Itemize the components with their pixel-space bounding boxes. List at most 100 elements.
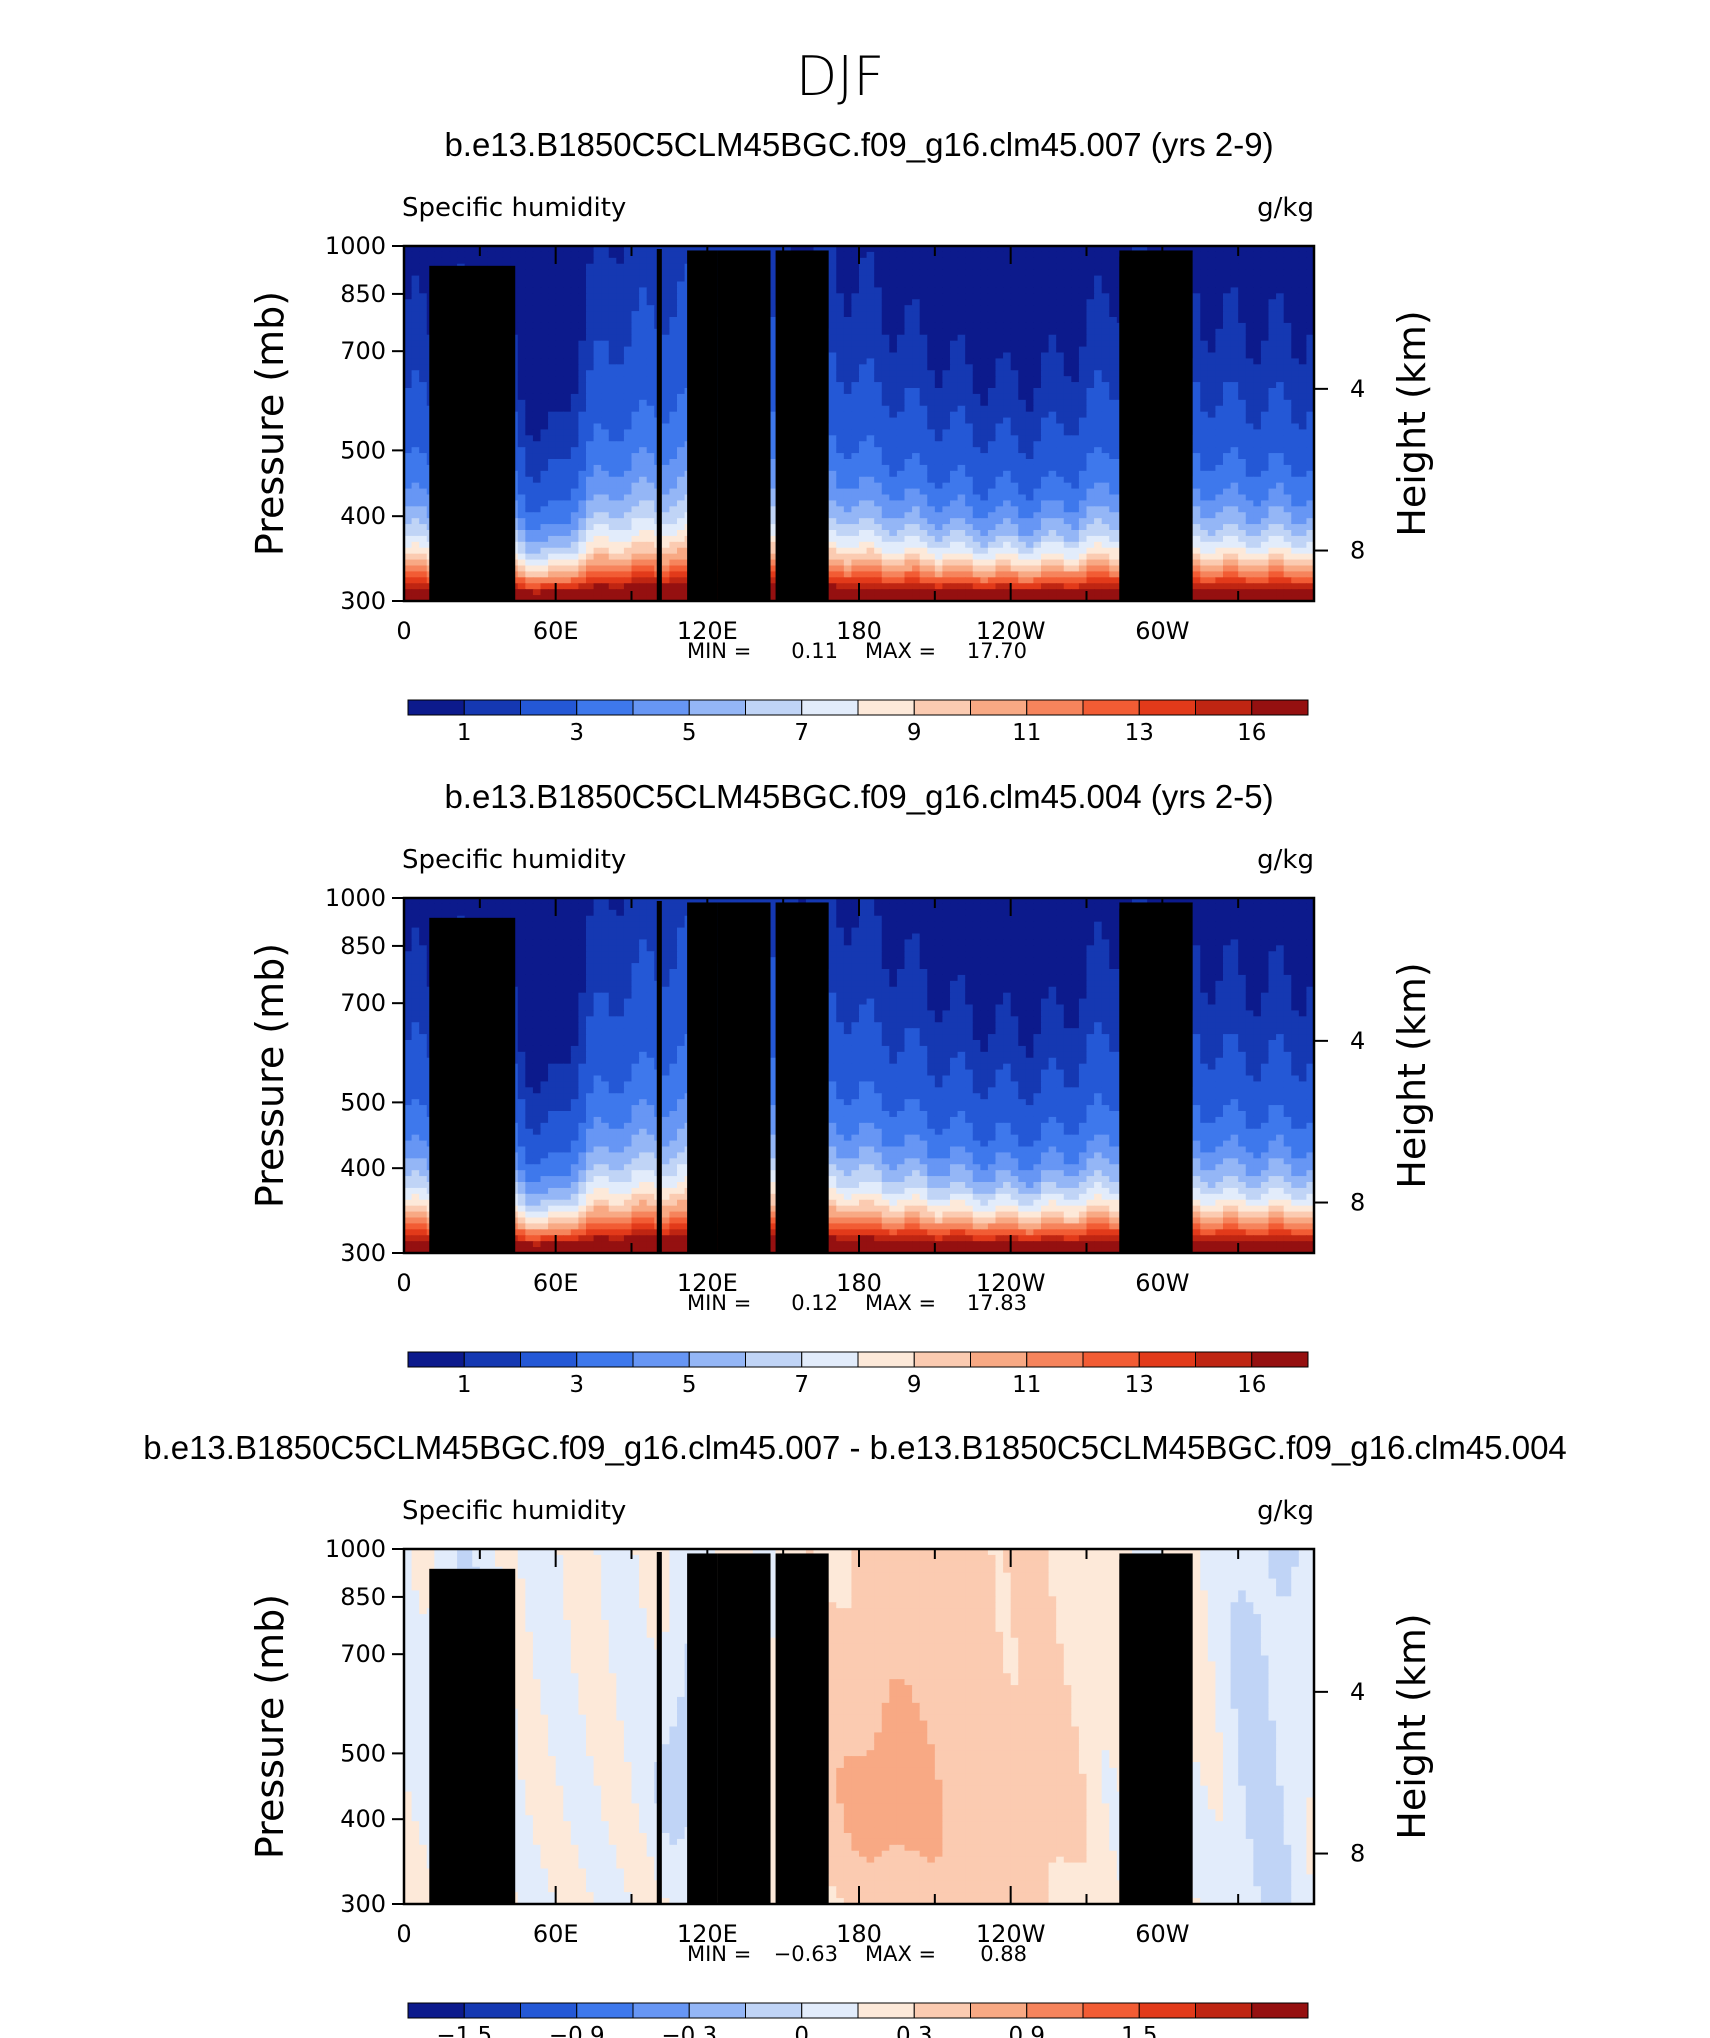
field-cell	[1245, 269, 1254, 277]
field-cell	[1033, 370, 1042, 377]
field-cell	[1056, 417, 1065, 425]
field-cell	[1260, 334, 1270, 342]
field-cell	[555, 275, 564, 283]
field-cell	[965, 447, 974, 454]
field-cell	[623, 358, 633, 365]
field-cell	[1063, 257, 1072, 265]
field-cell	[1041, 358, 1050, 365]
field-cell	[555, 246, 564, 253]
field-cell	[563, 251, 572, 259]
field-cell	[669, 322, 678, 330]
field-cell	[586, 464, 595, 472]
field-cell	[1078, 464, 1088, 472]
field-cell	[1071, 346, 1080, 354]
field-cell	[616, 287, 625, 294]
field-cell	[1276, 305, 1285, 312]
field-cell	[563, 275, 572, 283]
field-cell	[874, 393, 883, 401]
field-cell	[1094, 322, 1103, 330]
field-cell	[1094, 263, 1103, 271]
field-cell	[1078, 370, 1088, 377]
field-cell	[555, 269, 564, 277]
field-cell	[896, 269, 906, 277]
field-cell	[1041, 476, 1050, 484]
field-cell	[843, 376, 853, 383]
field-cell	[661, 417, 671, 425]
field-cell	[570, 488, 580, 496]
field-cell	[768, 435, 777, 442]
field-cell	[1025, 482, 1035, 490]
field-cell	[1192, 281, 1201, 289]
field-cell	[1025, 305, 1035, 312]
field-cell	[1010, 364, 1019, 371]
field-cell	[957, 287, 966, 294]
field-cell	[1230, 299, 1239, 306]
field-cell	[411, 453, 420, 460]
field-cell	[980, 376, 989, 383]
field-cell	[1010, 305, 1019, 312]
field-cell	[639, 435, 648, 442]
field-cell	[677, 263, 686, 271]
field-cell	[1056, 429, 1065, 436]
field-cell	[1086, 476, 1095, 484]
field-cell	[517, 269, 526, 277]
field-cell	[548, 322, 557, 330]
field-cell	[578, 251, 587, 259]
field-cell	[1207, 263, 1217, 271]
field-cell	[950, 393, 959, 401]
field-cell	[1192, 376, 1201, 383]
field-cell	[1056, 364, 1065, 371]
field-cell	[866, 429, 875, 436]
field-cell	[631, 317, 640, 324]
field-cell	[1018, 423, 1027, 431]
field-cell	[404, 464, 413, 472]
field-cell	[1041, 405, 1050, 413]
field-cell	[601, 482, 610, 490]
field-cell	[639, 399, 648, 407]
field-cell	[639, 476, 648, 484]
field-cell	[1200, 417, 1209, 425]
field-cell	[555, 334, 564, 342]
field-cell	[851, 423, 860, 431]
field-cell	[927, 453, 936, 460]
field-cell	[1268, 364, 1277, 371]
field-cell	[874, 275, 883, 283]
field-cell	[1063, 376, 1072, 383]
field-cell	[1223, 405, 1232, 413]
field-cell	[866, 423, 875, 431]
field-cell	[661, 299, 671, 306]
field-cell	[540, 441, 549, 448]
field-cell	[1260, 447, 1270, 454]
field-cell	[623, 275, 633, 283]
field-cell	[987, 382, 997, 389]
field-cell	[957, 447, 966, 454]
field-cell	[995, 423, 1004, 431]
field-cell	[1298, 423, 1308, 431]
field-cell	[631, 464, 640, 472]
field-cell	[1223, 435, 1232, 442]
field-cell	[1245, 287, 1254, 294]
field-cell	[608, 340, 617, 348]
field-cell	[563, 382, 572, 389]
field-cell	[836, 334, 845, 342]
field-cell	[1306, 393, 1315, 401]
field-cell	[1200, 441, 1209, 448]
field-cell	[419, 293, 428, 300]
field-cell	[836, 287, 845, 294]
field-cell	[593, 470, 602, 478]
field-cell	[669, 305, 678, 312]
field-cell	[616, 257, 625, 265]
field-cell	[1276, 257, 1285, 265]
field-cell	[1094, 299, 1103, 306]
field-cell	[1192, 352, 1201, 360]
field-cell	[616, 429, 625, 436]
field-cell	[1018, 382, 1027, 389]
field-cell	[472, 257, 481, 265]
field-cell	[912, 251, 921, 259]
field-cell	[578, 370, 587, 377]
field-cell	[1033, 388, 1042, 395]
field-cell	[411, 340, 420, 348]
field-cell	[1238, 447, 1247, 454]
field-cell	[1298, 393, 1308, 401]
field-cell	[836, 246, 845, 253]
